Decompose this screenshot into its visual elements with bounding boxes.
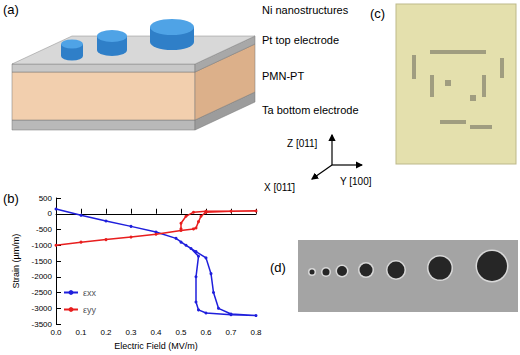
svg-text:-2500: -2500 (32, 288, 53, 297)
svg-text:0: 0 (48, 209, 53, 218)
svg-text:Ni nanostructures: Ni nanostructures (262, 4, 349, 16)
svg-text:0.7: 0.7 (225, 328, 237, 337)
svg-text:(b): (b) (3, 191, 19, 206)
svg-text:-2000: -2000 (32, 272, 53, 281)
svg-text:0.6: 0.6 (200, 328, 212, 337)
svg-text:0.8: 0.8 (250, 328, 262, 337)
svg-text:500: 500 (39, 194, 53, 203)
svg-text:(d): (d) (270, 260, 286, 275)
svg-text:-1500: -1500 (32, 257, 53, 266)
svg-text:Z [011]: Z [011] (287, 138, 318, 149)
svg-text:(c): (c) (370, 6, 385, 21)
svg-text:X [011̄]: X [011̄] (264, 182, 295, 193)
svg-text:0.3: 0.3 (125, 328, 137, 337)
svg-text:εyy: εyy (83, 305, 97, 315)
svg-text:εxx: εxx (83, 288, 97, 298)
svg-text:Ta bottom electrode: Ta bottom electrode (262, 104, 359, 116)
svg-text:0.4: 0.4 (150, 328, 162, 337)
svg-text:0.1: 0.1 (75, 328, 87, 337)
svg-text:PMN-PT: PMN-PT (262, 70, 304, 82)
svg-text:-500: -500 (36, 225, 53, 234)
svg-text:0.0: 0.0 (50, 328, 62, 337)
svg-text:0.5: 0.5 (175, 328, 187, 337)
svg-text:Strain (µm/m): Strain (µm/m) (11, 234, 21, 289)
svg-text:Y [100]: Y [100] (340, 176, 372, 187)
svg-text:(a): (a) (3, 2, 19, 17)
svg-text:-3000: -3000 (32, 304, 53, 313)
svg-text:0.2: 0.2 (100, 328, 112, 337)
svg-text:-1000: -1000 (32, 241, 53, 250)
svg-text:Pt top electrode: Pt top electrode (262, 34, 339, 46)
svg-text:Electric Field (MV/m): Electric Field (MV/m) (114, 341, 198, 351)
svg-text:-3500: -3500 (32, 320, 53, 329)
